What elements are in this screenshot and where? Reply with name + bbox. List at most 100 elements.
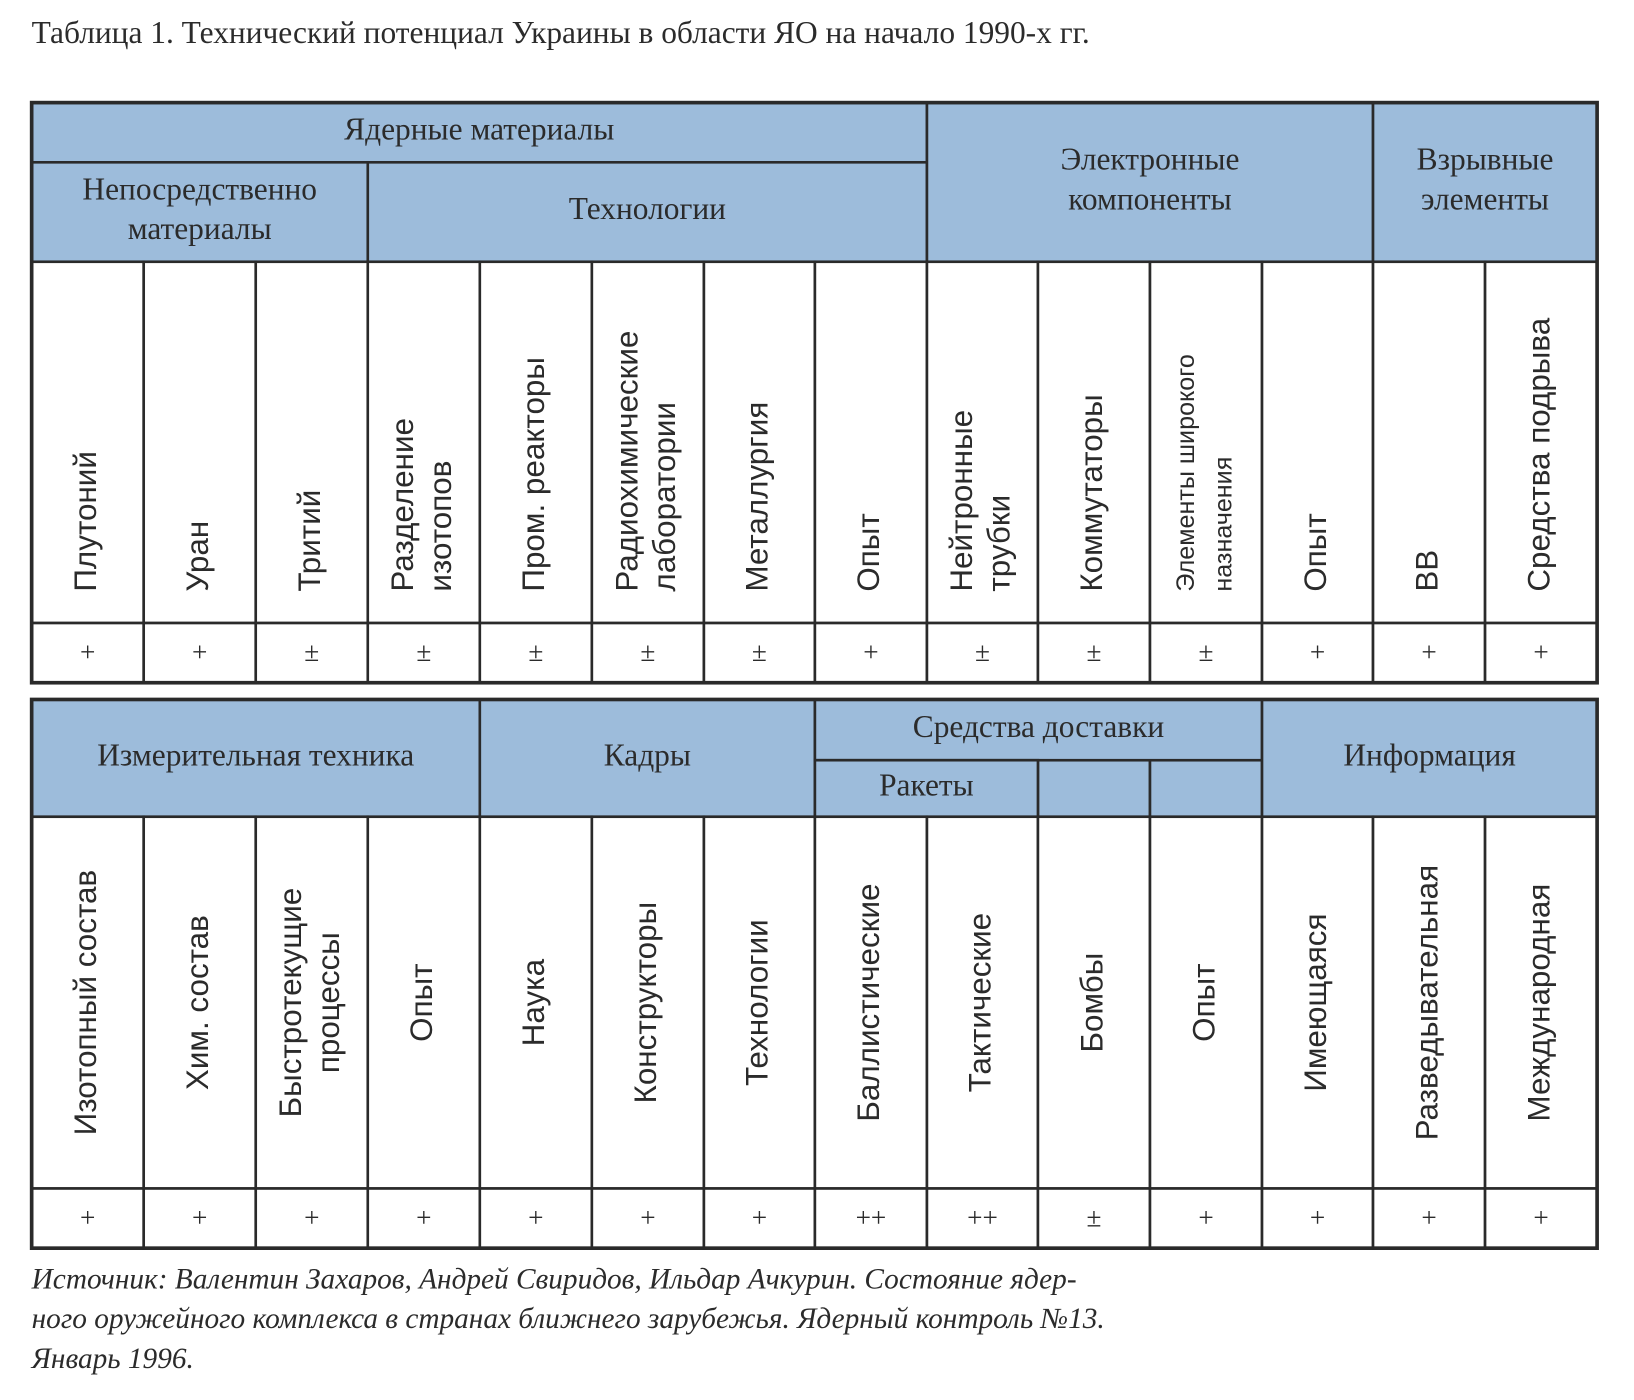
value: + (80, 1203, 95, 1233)
value: ± (975, 637, 990, 667)
value: + (1421, 637, 1436, 667)
value: ± (416, 637, 431, 667)
value: + (1533, 1203, 1548, 1233)
value: ± (1199, 637, 1214, 667)
column-label-cell (813, 260, 929, 625)
column-label-cell (590, 260, 706, 625)
header-cell (30, 160, 370, 264)
header-label: Непосредственно (82, 171, 317, 206)
value: + (752, 1203, 767, 1233)
header-label: компоненты (1068, 181, 1232, 216)
column-label: Тактические (963, 913, 998, 1093)
value: ± (752, 637, 767, 667)
column-label: Международная (1521, 884, 1556, 1122)
column-label-cell (254, 815, 370, 1190)
column-label-cell (478, 260, 594, 625)
value: + (528, 1203, 543, 1233)
source-note: ного оружейного комплекса в странах ближ… (32, 1303, 1105, 1335)
table-caption: Таблица 1. Технический потенциал Украины… (32, 15, 1090, 50)
header-cell (1036, 758, 1152, 819)
value: + (192, 637, 207, 667)
column-label-cell (925, 815, 1040, 1190)
column-label: лаборатории (647, 402, 682, 592)
value-cell (1260, 1187, 1375, 1250)
value: + (416, 1203, 431, 1233)
value-cell (590, 621, 706, 685)
column-label-cell (142, 815, 258, 1190)
header-label: Технологии (569, 191, 726, 226)
column-label-cell (702, 260, 817, 625)
column-label: Быстротекущие (273, 888, 308, 1118)
column-label: Технологии (740, 919, 775, 1086)
value: ± (1086, 1203, 1101, 1233)
value: + (1421, 1203, 1436, 1233)
table-border (29, 697, 1599, 1250)
value-cell (702, 1187, 817, 1250)
column-label: Плутоний (68, 451, 103, 592)
value-cell (925, 621, 1040, 685)
column-label: Опыт (851, 513, 886, 591)
column-label-cell (925, 260, 1040, 625)
column-label: Опыт (404, 963, 439, 1041)
column-label: Хим. состав (180, 915, 215, 1090)
column-label: процессы (311, 932, 346, 1073)
column-label-cell (590, 815, 706, 1190)
value: + (192, 1203, 207, 1233)
column-label: трубки (982, 495, 1017, 592)
column-label: Элементы широкого (1172, 354, 1200, 592)
column-label: Средства подрыва (1521, 317, 1556, 591)
value: ± (640, 637, 655, 667)
column-label: изотопов (423, 461, 458, 592)
column-label-cell (1483, 815, 1599, 1190)
column-label-cell (142, 260, 258, 625)
value: + (1310, 1203, 1325, 1233)
column-label: Уран (180, 521, 215, 592)
header-label: элементы (1421, 181, 1549, 216)
value-cell (1483, 1187, 1599, 1250)
value: + (640, 1203, 655, 1233)
value: + (1310, 637, 1325, 667)
column-label: Имеющаяся (1298, 914, 1333, 1092)
column-label-cell (1260, 260, 1375, 625)
column-label: Разделение (385, 418, 420, 592)
header-label: Измерительная техника (97, 737, 414, 772)
header-cell (30, 101, 929, 164)
value: + (304, 1203, 319, 1233)
header-label: Ядерные материалы (344, 112, 614, 147)
column-label: Опыт (1298, 513, 1333, 591)
value: + (863, 637, 878, 667)
column-label: Металлургия (740, 402, 775, 592)
header-label: Средства доставки (913, 709, 1165, 744)
column-label-cell (1036, 815, 1152, 1190)
value: ± (528, 637, 543, 667)
column-label: ВВ (1409, 550, 1444, 592)
header-label: Кадры (604, 737, 691, 772)
header-label: материалы (128, 211, 272, 246)
value-cell (702, 621, 817, 685)
header-cell (366, 160, 929, 264)
value: ± (304, 637, 319, 667)
value-cell (813, 1187, 929, 1250)
column-label: Баллистические (851, 884, 886, 1122)
column-label-cell (254, 260, 370, 625)
column-label: Наука (516, 958, 551, 1046)
column-label: Бомбы (1074, 953, 1109, 1053)
source-note: Источник: Валентин Захаров, Андрей Свири… (31, 1263, 1077, 1295)
column-label-cell (478, 815, 594, 1190)
column-label-cell (1483, 260, 1599, 625)
header-label: Информация (1343, 737, 1515, 772)
header-cell (925, 101, 1375, 264)
column-label: Тритий (292, 490, 327, 592)
column-label-cell (1371, 260, 1487, 625)
column-label-cell (1148, 260, 1264, 625)
column-label: Пром. реакторы (516, 357, 551, 592)
value: ++ (856, 1203, 887, 1233)
column-label-cell (1260, 815, 1375, 1190)
column-label: Нейтронные (944, 410, 979, 592)
column-label: Коммутаторы (1074, 394, 1109, 591)
column-label: назначения (1209, 457, 1237, 592)
column-label: Изотопный состав (68, 870, 103, 1136)
column-label-cell (366, 260, 482, 625)
